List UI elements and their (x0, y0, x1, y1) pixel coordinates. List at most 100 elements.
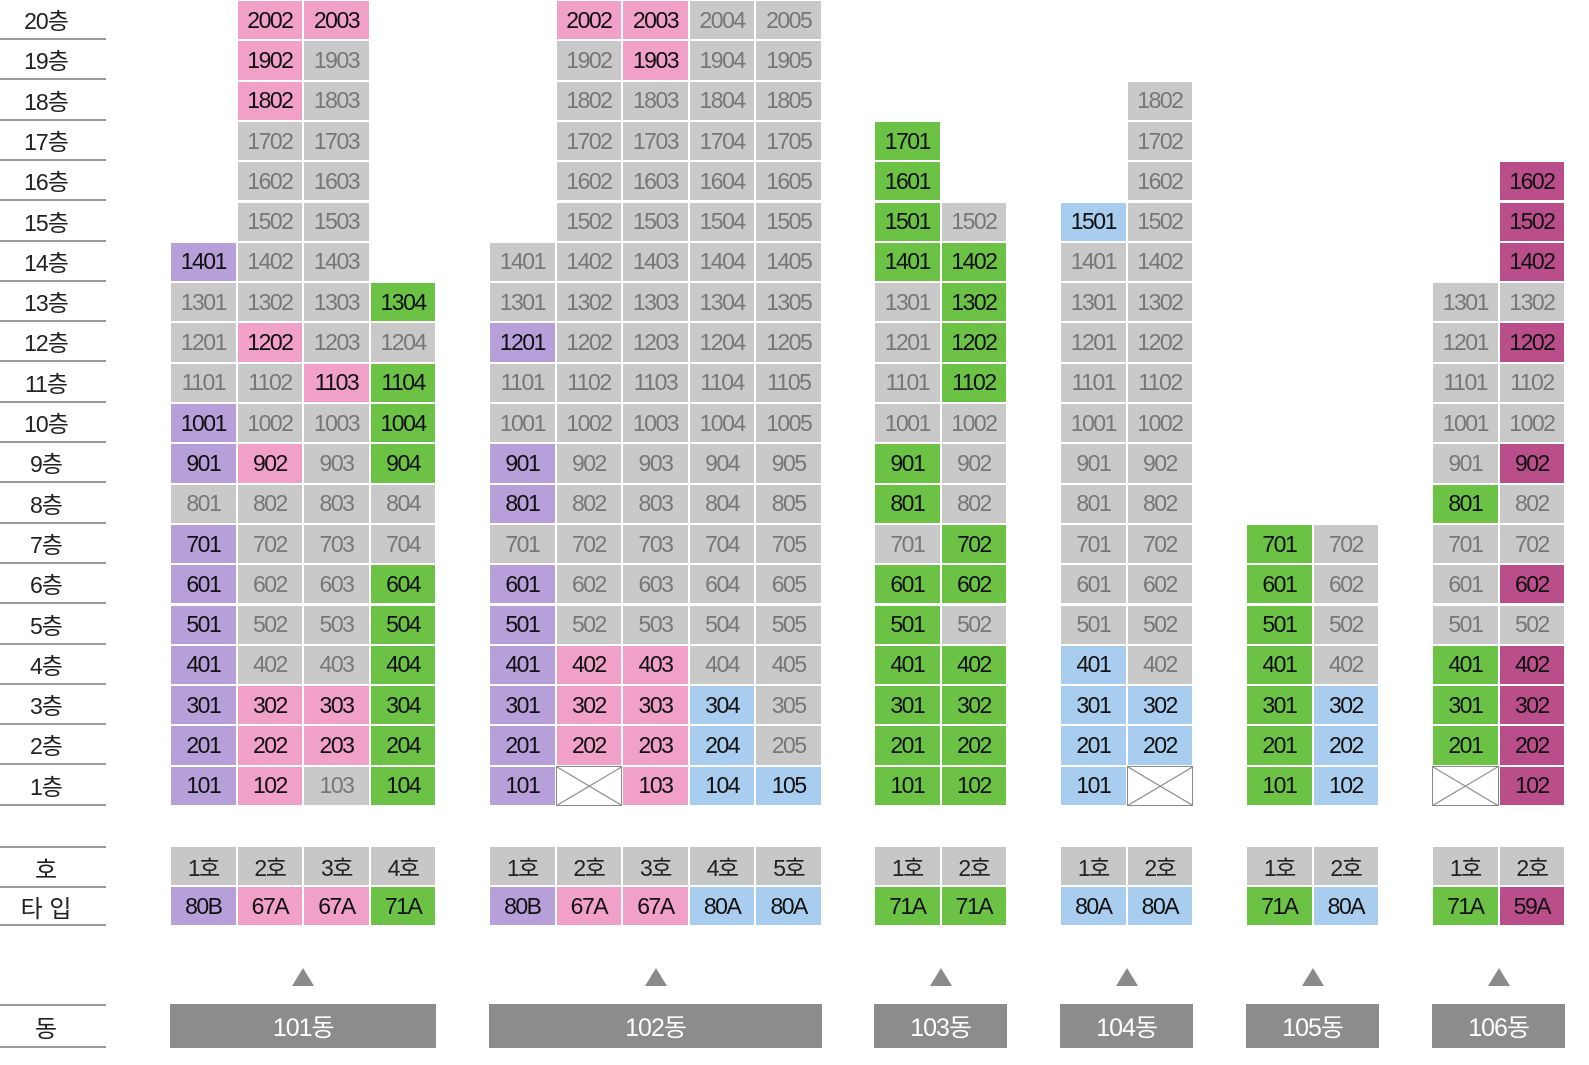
available-unit-cell-71A[interactable]: 1402 (940, 241, 1008, 283)
sold-unit-cell[interactable]: 905 (755, 443, 822, 484)
sold-unit-cell[interactable]: 1403 (622, 241, 689, 283)
available-unit-cell-71A[interactable]: 601 (1246, 564, 1313, 605)
sold-unit-cell[interactable]: 1001 (489, 403, 556, 444)
sold-unit-cell[interactable]: 1301 (1060, 282, 1127, 323)
sold-unit-cell[interactable]: 1604 (688, 161, 756, 202)
sold-unit-cell[interactable]: 603 (622, 564, 689, 605)
sold-unit-cell[interactable]: 705 (755, 523, 822, 565)
sold-unit-cell[interactable]: 1002 (236, 403, 304, 444)
available-unit-cell-80B[interactable]: 101 (170, 765, 237, 806)
sold-unit-cell[interactable]: 1702 (236, 120, 304, 162)
available-unit-cell-71A[interactable]: 401 (874, 644, 941, 686)
available-unit-cell-80B[interactable]: 1401 (170, 241, 237, 283)
available-unit-cell-80B[interactable]: 301 (170, 685, 237, 726)
sold-unit-cell[interactable]: 702 (1312, 523, 1380, 565)
sold-unit-cell[interactable]: 1202 (555, 322, 623, 363)
available-unit-cell-67A[interactable]: 103 (622, 765, 689, 806)
sold-unit-cell[interactable]: 803 (622, 483, 689, 524)
sold-unit-cell[interactable]: 902 (555, 443, 623, 484)
sold-unit-cell[interactable]: 1103 (622, 362, 689, 403)
sold-unit-cell[interactable]: 1001 (1060, 403, 1127, 444)
sold-unit-cell[interactable]: 605 (755, 564, 822, 605)
sold-unit-cell[interactable]: 503 (303, 604, 370, 645)
sold-unit-cell[interactable]: 603 (303, 564, 370, 605)
available-unit-cell-71A[interactable]: 901 (874, 443, 941, 484)
sold-unit-cell[interactable]: 1101 (874, 362, 941, 403)
available-unit-cell-80B[interactable]: 801 (489, 483, 556, 524)
available-unit-cell-59A[interactable]: 1502 (1498, 201, 1566, 242)
sold-unit-cell[interactable]: 1201 (1060, 322, 1127, 363)
sold-unit-cell[interactable]: 802 (236, 483, 304, 524)
available-unit-cell-71A[interactable]: 601 (874, 564, 941, 605)
sold-unit-cell[interactable]: 1203 (622, 322, 689, 363)
available-unit-cell-80B[interactable]: 501 (170, 604, 237, 645)
sold-unit-cell[interactable]: 1101 (1060, 362, 1127, 403)
sold-unit-cell[interactable]: 802 (555, 483, 623, 524)
sold-unit-cell[interactable]: 1002 (1498, 403, 1566, 444)
sold-unit-cell[interactable]: 904 (688, 443, 756, 484)
available-unit-cell-71A[interactable]: 1401 (874, 241, 941, 283)
available-unit-cell-80B[interactable]: 601 (489, 564, 556, 605)
available-unit-cell-59A[interactable]: 602 (1498, 564, 1566, 605)
available-unit-cell-71A[interactable]: 101 (874, 765, 941, 806)
sold-unit-cell[interactable]: 704 (369, 523, 437, 565)
sold-unit-cell[interactable]: 901 (1432, 443, 1499, 484)
sold-unit-cell[interactable]: 1205 (755, 322, 822, 363)
sold-unit-cell[interactable]: 1002 (555, 403, 623, 444)
sold-unit-cell[interactable]: 205 (755, 725, 822, 766)
available-unit-cell-80A[interactable]: 105 (755, 765, 822, 806)
available-unit-cell-80B[interactable]: 201 (170, 725, 237, 766)
sold-unit-cell[interactable]: 1603 (303, 161, 370, 202)
sold-unit-cell[interactable]: 1001 (874, 403, 941, 444)
available-unit-cell-59A[interactable]: 902 (1498, 443, 1566, 484)
sold-unit-cell[interactable]: 1903 (303, 40, 370, 81)
available-unit-cell-71A[interactable]: 302 (940, 685, 1008, 726)
sold-unit-cell[interactable]: 901 (1060, 443, 1127, 484)
sold-unit-cell[interactable]: 1402 (555, 241, 623, 283)
sold-unit-cell[interactable]: 1502 (940, 201, 1008, 242)
sold-unit-cell[interactable]: 805 (755, 483, 822, 524)
sold-unit-cell[interactable]: 702 (236, 523, 304, 565)
sold-unit-cell[interactable]: 502 (1126, 604, 1194, 645)
sold-unit-cell[interactable]: 701 (874, 523, 941, 565)
sold-unit-cell[interactable]: 1201 (170, 322, 237, 363)
available-unit-cell-71A[interactable]: 904 (369, 443, 437, 484)
sold-unit-cell[interactable]: 503 (622, 604, 689, 645)
available-unit-cell-67A[interactable]: 303 (622, 685, 689, 726)
sold-unit-cell[interactable]: 1101 (1432, 362, 1499, 403)
available-unit-cell-71A[interactable]: 702 (940, 523, 1008, 565)
sold-unit-cell[interactable]: 1003 (303, 403, 370, 444)
sold-unit-cell[interactable]: 1305 (755, 282, 822, 323)
sold-unit-cell[interactable]: 1002 (1126, 403, 1194, 444)
sold-unit-cell[interactable]: 1002 (940, 403, 1008, 444)
sold-unit-cell[interactable]: 1703 (622, 120, 689, 162)
sold-unit-cell[interactable]: 902 (940, 443, 1008, 484)
sold-unit-cell[interactable]: 602 (236, 564, 304, 605)
sold-unit-cell[interactable]: 1102 (555, 362, 623, 403)
sold-unit-cell[interactable]: 1102 (236, 362, 304, 403)
available-unit-cell-80B[interactable]: 901 (489, 443, 556, 484)
sold-unit-cell[interactable]: 501 (1432, 604, 1499, 645)
sold-unit-cell[interactable]: 1602 (1126, 161, 1194, 202)
sold-unit-cell[interactable]: 1105 (755, 362, 822, 403)
sold-unit-cell[interactable]: 1301 (1432, 282, 1499, 323)
available-unit-cell-67A[interactable]: 2003 (303, 0, 370, 41)
sold-unit-cell[interactable]: 1805 (755, 80, 822, 121)
sold-unit-cell[interactable]: 702 (1126, 523, 1194, 565)
sold-unit-cell[interactable]: 2004 (688, 0, 756, 41)
sold-unit-cell[interactable]: 1802 (1126, 80, 1194, 121)
sold-unit-cell[interactable]: 1804 (688, 80, 756, 121)
available-unit-cell-71A[interactable]: 301 (1246, 685, 1313, 726)
sold-unit-cell[interactable]: 1304 (688, 282, 756, 323)
sold-unit-cell[interactable]: 504 (688, 604, 756, 645)
available-unit-cell-80B[interactable]: 401 (170, 644, 237, 686)
available-unit-cell-80B[interactable]: 601 (170, 564, 237, 605)
building-label-102[interactable]: 102동 (489, 1004, 822, 1048)
sold-unit-cell[interactable]: 903 (622, 443, 689, 484)
sold-unit-cell[interactable]: 403 (303, 644, 370, 686)
sold-unit-cell[interactable]: 903 (303, 443, 370, 484)
sold-unit-cell[interactable]: 602 (555, 564, 623, 605)
available-unit-cell-67A[interactable]: 1903 (622, 40, 689, 81)
available-unit-cell-59A[interactable]: 1402 (1498, 241, 1566, 283)
available-unit-cell-67A[interactable]: 102 (236, 765, 304, 806)
